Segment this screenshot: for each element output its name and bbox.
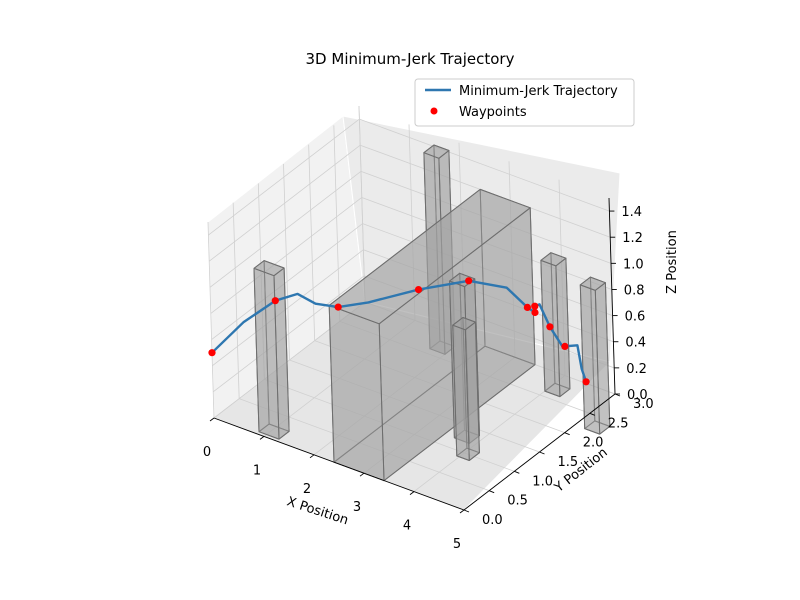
grid-line-left-z <box>210 197 363 314</box>
z-tick-label: 0.0 <box>627 388 648 403</box>
y-tick-mark <box>589 412 596 416</box>
grid-line-back-x <box>508 161 516 358</box>
grid-line-back-x <box>408 124 416 321</box>
x-tick-mark <box>309 454 315 459</box>
y-tick-mark <box>463 509 470 513</box>
x-tick-label: 4 <box>403 519 411 534</box>
y-tick-mark <box>488 490 495 494</box>
grid-line-left-y <box>333 125 341 322</box>
y-tick-mark <box>539 451 545 455</box>
grid-line-back-z <box>363 249 614 343</box>
grid-line-left-y <box>308 144 316 341</box>
chart-title: 3D Minimum-Jerk Trajectory <box>306 50 515 68</box>
z-tick-label: 0.4 <box>625 336 646 351</box>
obstacle-face <box>423 144 450 159</box>
y-tick-label: 0.5 <box>507 494 528 509</box>
grid-line-left-z <box>213 301 366 419</box>
grid-line-left-z <box>212 275 365 393</box>
grid-line-left-y <box>257 183 265 380</box>
obstacle-face <box>540 252 567 267</box>
obstacle-box <box>449 272 480 444</box>
x-tick-label: 2 <box>303 482 311 497</box>
waypoint-marker <box>582 378 590 386</box>
x-tick-label: 5 <box>453 537 461 552</box>
grid-line-back-z <box>359 118 610 212</box>
grid-line-floor-y <box>314 340 565 434</box>
grid-line-left-y <box>358 105 366 303</box>
x-tick-mark <box>259 436 265 440</box>
z-axis-line <box>608 197 616 395</box>
grid-line-left-z <box>208 144 361 262</box>
x-tick-label: 1 <box>253 463 261 478</box>
waypoint-marker <box>208 349 216 357</box>
grid-line-left-y <box>232 202 240 399</box>
grid-line-left-z <box>212 249 364 367</box>
z-tick-label: 0.8 <box>624 284 645 299</box>
x-tick-mark <box>209 417 215 422</box>
waypoint-marker <box>414 286 423 294</box>
obstacle-face <box>328 304 385 482</box>
y-tick-label: 3.0 <box>633 397 654 412</box>
grid-line-left-y <box>207 221 215 419</box>
grid-line-back-z <box>362 223 613 316</box>
y-tick-mark <box>564 432 570 436</box>
waypoint-marker <box>523 303 532 311</box>
grid-line-back-z <box>361 197 612 290</box>
grid-line-floor-y <box>264 378 515 472</box>
grid-line-left-y <box>283 163 290 361</box>
y-tick-label: 2.5 <box>608 416 629 431</box>
waypoint-marker <box>465 277 473 285</box>
y-tick-label: 2.0 <box>583 436 604 451</box>
x-tick-mark <box>359 472 365 477</box>
obstacle-face <box>579 276 606 291</box>
x-tick-mark <box>459 509 465 514</box>
obstacle-face <box>328 188 531 325</box>
grid-line-left-z <box>209 171 362 288</box>
x-tick-label: 0 <box>203 445 211 460</box>
x-axis-line <box>213 417 465 511</box>
waypoint-marker <box>546 323 554 331</box>
x-tick-mark <box>409 491 415 495</box>
waypoint-marker <box>561 342 569 350</box>
grid-line-back-z <box>364 275 615 369</box>
obstacle-box <box>579 276 611 435</box>
obstacle-face <box>253 260 285 277</box>
legend-marker-swatch <box>430 107 438 115</box>
z-axis-label: Z Position <box>665 230 680 294</box>
axes <box>209 197 621 514</box>
obstacle-box <box>253 260 290 440</box>
z-tick-label: 0.6 <box>625 310 646 325</box>
legend-label-waypoints: Waypoints <box>459 105 527 120</box>
z-tick-label: 1.0 <box>623 257 644 272</box>
grid-line-floor-y <box>239 398 490 492</box>
grid-line-back-x <box>458 142 466 339</box>
z-tick-label: 1.2 <box>622 231 643 246</box>
legend: Minimum-Jerk Trajectory Waypoints <box>414 78 635 127</box>
waypoint-marker <box>531 308 539 317</box>
z-tick-label: 1.4 <box>621 205 642 220</box>
waypoint-marker <box>531 302 539 310</box>
series <box>208 277 590 386</box>
legend-frame <box>414 78 635 127</box>
obstacle-box <box>452 317 480 461</box>
y-tick-mark <box>514 470 520 474</box>
grid-line-left-z <box>211 223 363 340</box>
y-tick-label: 1.0 <box>532 474 553 489</box>
obstacle-face <box>452 317 476 331</box>
y-tick-label: 0.0 <box>482 513 503 528</box>
legend-label-trajectory: Minimum-Jerk Trajectory <box>459 84 618 99</box>
obstacles <box>253 144 611 482</box>
grid-line-back-z <box>360 170 612 264</box>
obstacle-box <box>540 252 571 398</box>
z-tick-label: 0.2 <box>626 362 647 377</box>
tick-labels: 0123450.00.51.01.52.02.53.00.00.20.40.60… <box>203 205 654 552</box>
obstacle-box <box>328 188 536 482</box>
y-tick-label: 1.5 <box>558 455 579 470</box>
waypoint-marker <box>271 297 279 305</box>
grid-line-left-z <box>208 118 360 236</box>
waypoint-marker <box>334 303 342 311</box>
x-tick-label: 3 <box>353 500 361 515</box>
